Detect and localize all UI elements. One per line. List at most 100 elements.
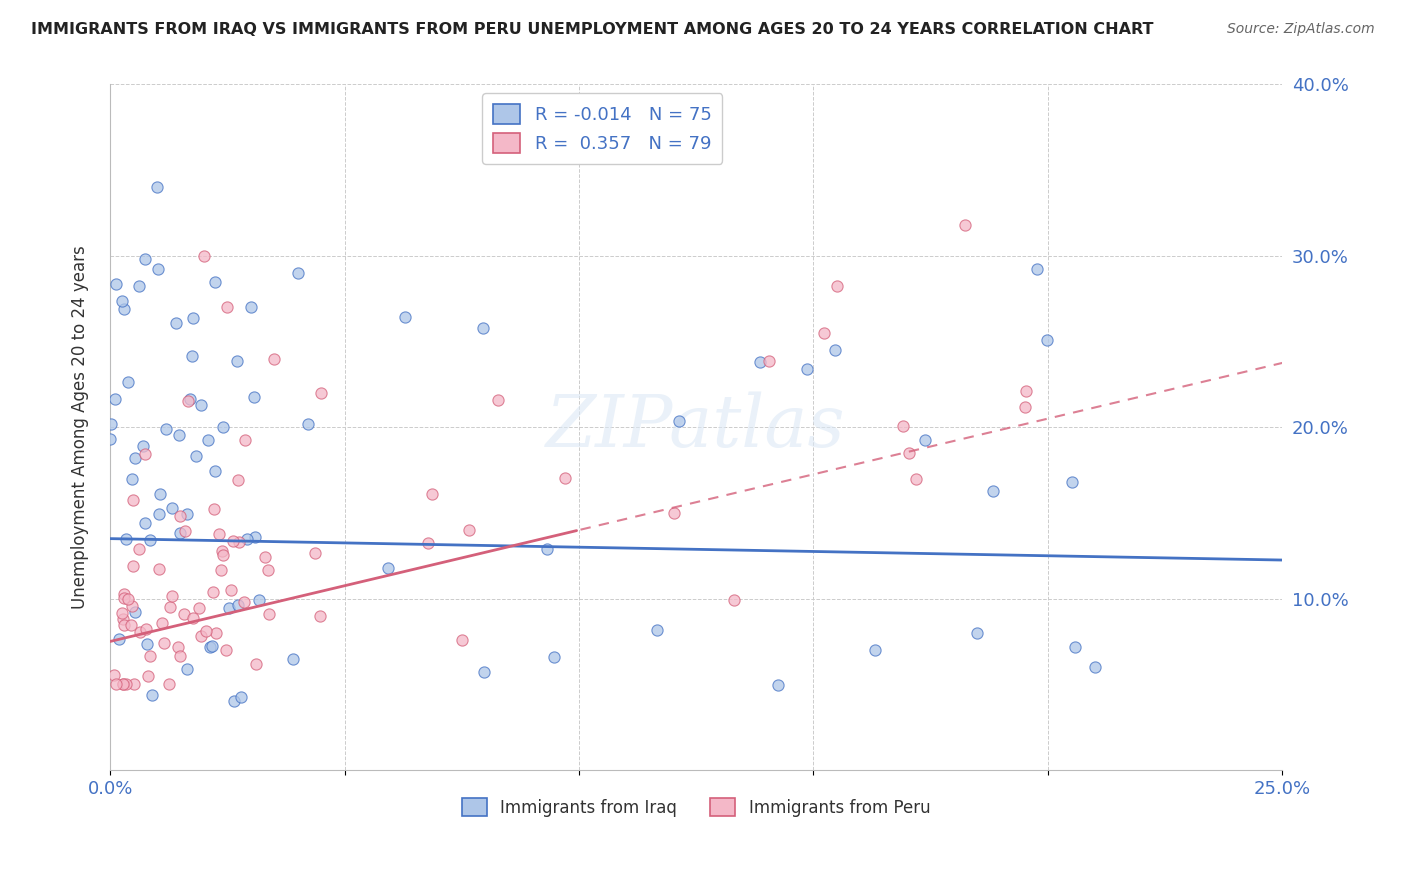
Point [416, 535, 439, 549]
Point [169, 526, 191, 541]
Point [245, 657, 267, 672]
Point [186, 449, 208, 463]
Y-axis label: Unemployment Among Ages 20 to 24 years: Unemployment Among Ages 20 to 24 years [72, 245, 89, 609]
Point [219, 582, 242, 597]
Point [824, 343, 846, 357]
Point [758, 353, 780, 368]
Point [218, 600, 240, 615]
Legend: Immigrants from Iraq, Immigrants from Peru: Immigrants from Iraq, Immigrants from Pe… [456, 791, 936, 823]
Point [486, 392, 509, 407]
Point [120, 618, 142, 632]
Point [536, 541, 558, 556]
Point [451, 632, 474, 647]
Point [153, 636, 176, 650]
Point [115, 532, 138, 546]
Point [239, 300, 262, 314]
Point [825, 279, 848, 293]
Point [257, 607, 280, 621]
Point [148, 562, 170, 576]
Point [1015, 384, 1038, 398]
Point [304, 545, 326, 559]
Point [105, 277, 128, 292]
Point [205, 626, 228, 640]
Point [281, 651, 304, 665]
Point [214, 642, 236, 657]
Point [146, 180, 169, 194]
Point [146, 261, 169, 276]
Point [904, 472, 927, 486]
Point [1063, 640, 1085, 655]
Point [813, 326, 835, 341]
Point [222, 534, 245, 549]
Point [115, 677, 138, 691]
Point [112, 618, 135, 632]
Point [135, 622, 157, 636]
Point [394, 310, 416, 324]
Point [107, 632, 129, 647]
Point [177, 393, 200, 408]
Point [160, 589, 183, 603]
Point [160, 501, 183, 516]
Point [134, 516, 156, 530]
Point [112, 587, 135, 601]
Point [155, 422, 177, 436]
Point [122, 677, 145, 691]
Point [458, 524, 481, 538]
Point [297, 417, 319, 431]
Point [103, 392, 125, 407]
Point [148, 507, 170, 521]
Point [1025, 262, 1047, 277]
Point [287, 266, 309, 280]
Point [243, 390, 266, 404]
Text: Source: ZipAtlas.com: Source: ZipAtlas.com [1227, 22, 1375, 37]
Point [110, 293, 132, 308]
Point [169, 649, 191, 664]
Point [668, 414, 690, 428]
Point [111, 606, 134, 620]
Point [134, 447, 156, 461]
Point [1036, 333, 1059, 347]
Text: ZIPatlas: ZIPatlas [547, 392, 846, 462]
Point [308, 608, 330, 623]
Point [98, 432, 121, 446]
Point [204, 464, 226, 478]
Point [176, 507, 198, 521]
Point [226, 473, 249, 487]
Point [263, 351, 285, 366]
Point [865, 643, 887, 657]
Point [124, 605, 146, 619]
Point [121, 559, 143, 574]
Point [748, 355, 770, 369]
Point [543, 650, 565, 665]
Point [112, 302, 135, 317]
Point [204, 275, 226, 289]
Point [117, 591, 139, 606]
Point [121, 599, 143, 613]
Point [190, 398, 212, 412]
Point [167, 427, 190, 442]
Point [723, 593, 745, 607]
Point [117, 375, 139, 389]
Point [232, 595, 254, 609]
Point [472, 665, 495, 679]
Point [201, 639, 224, 653]
Point [149, 487, 172, 501]
Point [211, 420, 233, 434]
Point [1062, 475, 1084, 489]
Point [796, 362, 818, 376]
Point [132, 439, 155, 453]
Point [138, 669, 160, 683]
Point [645, 624, 668, 638]
Point [112, 677, 135, 691]
Point [197, 433, 219, 447]
Point [202, 585, 225, 599]
Point [217, 300, 239, 314]
Point [114, 591, 136, 606]
Point [897, 446, 920, 460]
Point [209, 563, 232, 577]
Point [105, 677, 128, 691]
Point [228, 599, 250, 613]
Point [766, 678, 789, 692]
Point [211, 544, 233, 558]
Point [202, 501, 225, 516]
